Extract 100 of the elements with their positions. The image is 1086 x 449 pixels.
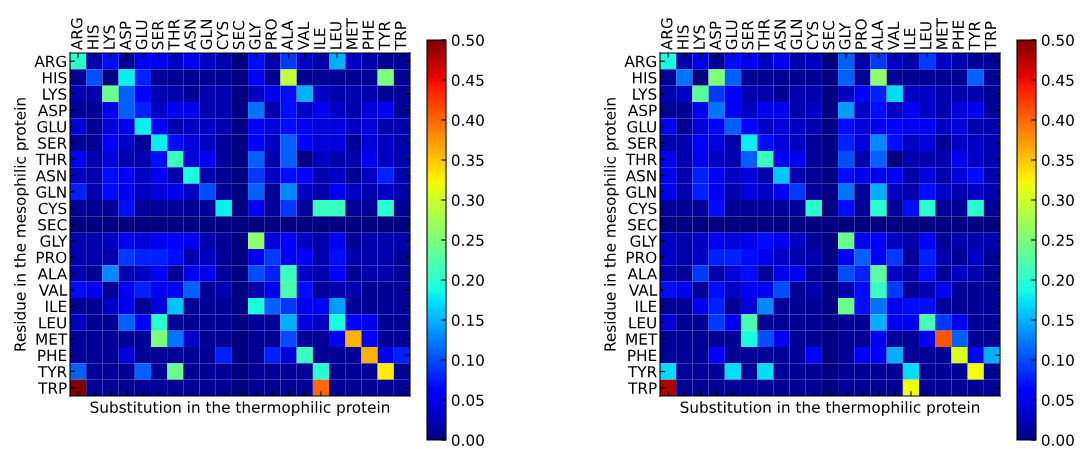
y-tick-label: ILE [46, 300, 67, 312]
x-tick-label: PHE [362, 20, 374, 49]
x-tick-label: PRO [855, 19, 867, 49]
color-bar-label: 0.30 [451, 194, 484, 207]
y-axis-title: Residue in the mesophilic protein [13, 98, 29, 351]
color-bar-label: 0.00 [1041, 434, 1074, 447]
x-tick-label: GLY [249, 22, 261, 50]
color-bar-label: 0.35 [451, 154, 484, 167]
x-tick-label: ILE [904, 28, 916, 49]
color-bar-label: 0.05 [1041, 394, 1074, 407]
x-tick-label: ALA [871, 20, 883, 51]
y-tick-label: GLY [40, 235, 68, 247]
x-tick-label: ILE [314, 28, 326, 49]
x-tick-label: LYS [693, 25, 705, 49]
color-bar-label: 0.30 [1041, 194, 1074, 207]
x-tick-label: ASN [774, 20, 786, 51]
x-tick-label: ALA [281, 20, 293, 51]
y-tick-label: PRO [36, 251, 67, 264]
color-bar-label: 0.25 [1041, 234, 1074, 247]
color-bar-label: 0.05 [451, 394, 484, 407]
x-tick-label: ASP [709, 21, 722, 51]
color-bar-label: 0.15 [451, 314, 484, 327]
x-tick-label: SER [151, 20, 164, 50]
y-tick-label: ILE [636, 300, 657, 312]
x-tick-label: PRO [265, 19, 277, 49]
y-tick-label: ASP [37, 104, 67, 117]
y-tick-label: TRP [628, 382, 657, 394]
y-tick-label: CYS [628, 202, 657, 215]
y-tick-label: ARG [34, 55, 66, 68]
color-bar-label: 0.35 [1041, 154, 1074, 167]
y-tick-label: ALA [627, 268, 658, 280]
x-tick-label: VAL [887, 21, 899, 51]
color-bar-label: 0.10 [451, 354, 484, 367]
color-bar-label: 0.40 [451, 114, 484, 127]
color-bar-label: 0.50 [1041, 34, 1074, 47]
x-tick-label: CYS [806, 21, 819, 50]
color-bar-label: 0.45 [1041, 74, 1074, 87]
x-axis-title: Substitution in the thermophilic protein [680, 401, 980, 416]
color-bar-label: 0.15 [1041, 314, 1074, 327]
y-tick-label: LEU [629, 317, 656, 329]
y-tick-label: ARG [624, 55, 656, 68]
y-tick-label: ALA [37, 268, 68, 280]
y-tick-label: HIS [633, 71, 657, 84]
x-tick-label: TYR [968, 21, 980, 51]
y-tick-label: GLU [37, 120, 66, 133]
color-bar-label: 0.20 [451, 274, 484, 287]
x-tick-label: THR [168, 19, 180, 51]
x-tick-label: GLY [839, 22, 851, 50]
x-tick-label: MET [936, 18, 948, 49]
x-tick-label: GLN [790, 19, 803, 50]
y-tick-label: TYR [37, 366, 67, 378]
x-tick-label: TYR [378, 21, 390, 51]
x-tick-label: LEU [920, 22, 932, 49]
x-tick-label: SEC [822, 21, 835, 50]
y-tick-label: MET [36, 333, 68, 345]
y-tick-label: SEC [38, 218, 67, 231]
x-tick-label: THR [758, 19, 770, 51]
y-tick-label: LYS [633, 88, 657, 100]
y-tick-label: TRP [38, 382, 67, 394]
y-tick-label: GLY [630, 235, 658, 247]
y-tick-label: TYR [627, 366, 657, 378]
color-bar-label: 0.00 [451, 434, 484, 447]
x-tick-label: VAL [297, 21, 309, 51]
y-tick-label: PHE [628, 349, 657, 361]
y-tick-label: MET [626, 333, 658, 345]
y-tick-label: HIS [43, 71, 67, 84]
y-tick-label: GLN [626, 186, 656, 198]
x-tick-label: PHE [952, 20, 964, 49]
y-tick-label: VAL [38, 284, 68, 296]
y-tick-label: PHE [38, 349, 67, 361]
x-axis-title: Substitution in the thermophilic protein [90, 401, 390, 416]
x-tick-label: TRP [394, 21, 407, 51]
y-tick-label: GLN [36, 186, 66, 198]
y-tick-label: ASP [627, 104, 657, 117]
y-tick-label: THR [625, 153, 657, 165]
color-bar-label: 0.20 [1041, 274, 1074, 287]
x-tick-label: HIS [87, 25, 99, 49]
x-tick-label: SER [741, 20, 754, 50]
color-bar-label: 0.25 [451, 234, 484, 247]
x-tick-label: ASN [184, 20, 196, 51]
y-tick-label: LYS [43, 88, 67, 100]
color-bar-label: 0.45 [451, 74, 484, 87]
y-tick-label: ASN [35, 169, 66, 182]
y-tick-label: ASN [625, 169, 656, 182]
x-tick-label: CYS [216, 21, 229, 50]
x-tick-label: LEU [330, 22, 342, 49]
y-axis-title: Residue in the mesophilic protein [603, 98, 619, 351]
y-tick-label: VAL [628, 284, 658, 296]
y-tick-label: THR [35, 153, 67, 165]
x-tick-label: GLN [200, 19, 213, 50]
x-tick-label: SEC [232, 21, 245, 50]
y-tick-label: LEU [39, 317, 66, 329]
y-tick-label: PRO [626, 251, 657, 264]
x-tick-label: LYS [103, 25, 115, 49]
y-tick-label: SEC [628, 218, 657, 231]
y-tick-label: SER [38, 137, 67, 149]
x-tick-label: ASP [119, 21, 132, 51]
y-tick-label: CYS [38, 202, 67, 215]
x-tick-label: MET [346, 18, 358, 49]
color-bar-label: 0.40 [1041, 114, 1074, 127]
